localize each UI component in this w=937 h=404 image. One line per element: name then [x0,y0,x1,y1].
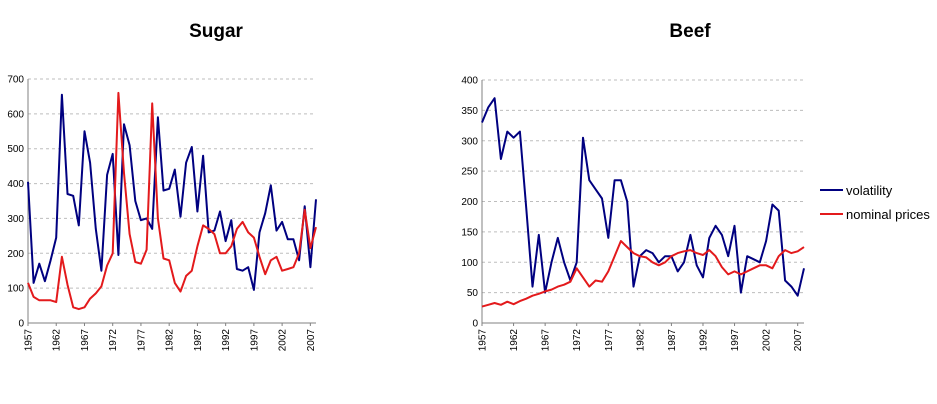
sugar-y-tick-label: 600 [7,109,24,120]
beef-x-tick-label: 2002 [762,329,773,352]
beef-series-volatility-line [481,97,805,297]
sugar-y-tick-label: 700 [7,75,24,86]
beef-x-tick-label: 1962 [509,329,520,352]
sugar-series-nominal-prices-line [27,91,317,311]
beef-x-tick-label: 1977 [604,329,615,352]
beef-chart-title: Beef [669,21,711,42]
sugar-y-tick-label: 100 [7,284,24,295]
beef-chart: 0 50 100 150 200 250 300 350 400 1957 1962 1967 1972… [461,76,805,352]
sugar-x-tick-label: 1972 [108,329,119,352]
sugar-x-tick-label: 1987 [193,329,204,352]
beef-y-tick-label: 200 [461,197,478,208]
beef-y-tick-label: 400 [461,76,478,87]
sugar-x-tick-label: 2007 [306,329,317,352]
sugar-x-tick-label: 1992 [221,329,232,352]
sugar-x-tick-label: 1982 [165,329,176,352]
beef-y-tick-label: 350 [461,106,478,117]
beef-x-tick-label: 1957 [478,329,489,352]
sugar-y-tick-label: 400 [7,179,24,190]
beef-x-tick-label: 1992 [698,329,709,352]
sugar-series-volatility-line [27,93,317,291]
sugar-x-tick-label: 1997 [249,329,260,352]
sugar-x-tick-label: 1977 [136,329,147,352]
sugar-y-tick-label: 200 [7,249,24,260]
beef-x-tick-label: 1967 [541,329,552,352]
beef-series-nominal-prices-line [481,240,805,308]
beef-y-tick-label: 0 [472,319,478,330]
sugar-x-tick-label: 1957 [24,329,35,352]
beef-x-tick-label: 2007 [793,329,804,352]
legend-label-volatility: volatility [846,183,893,198]
legend: volatility nominal prices [820,183,930,222]
beef-y-tick-label: 50 [467,288,479,299]
sugar-x-tick-label: 1962 [52,329,63,352]
beef-y-tick-label: 150 [461,227,478,238]
beef-y-tick-label: 100 [461,258,478,269]
sugar-chart-title: Sugar [189,21,243,42]
sugar-y-tick-label: 300 [7,214,24,225]
beef-x-tick-label: 1982 [635,329,646,352]
sugar-y-tick-label: 500 [7,144,24,155]
sugar-x-tick-label: 2002 [278,329,289,352]
sugar-y-tick-label: 0 [18,319,24,330]
beef-y-tick-label: 250 [461,167,478,178]
legend-label-nominal-prices: nominal prices [846,207,930,222]
sugar-x-tick-label: 1967 [80,329,91,352]
beef-y-tick-label: 300 [461,136,478,147]
beef-x-tick-label: 1972 [572,329,583,352]
beef-x-tick-label: 1987 [667,329,678,352]
sugar-chart: 0 100 200 300 400 500 600 700 1957 1962 1967 1972 19… [7,75,317,352]
beef-x-tick-label: 1997 [730,329,741,352]
